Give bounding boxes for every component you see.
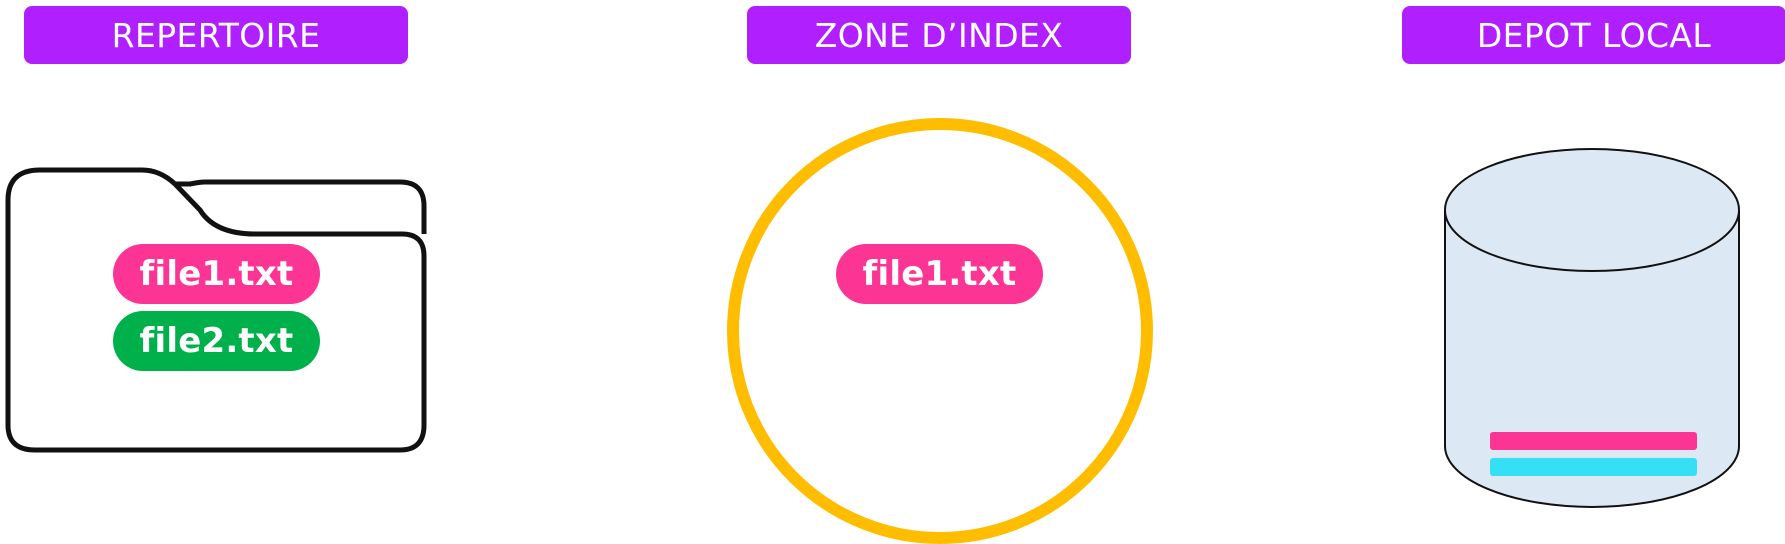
- depot-local-label-text: DEPOT LOCAL: [1476, 15, 1712, 55]
- file-name: file1.txt: [139, 254, 294, 294]
- commit-bar: [1490, 458, 1697, 476]
- folder-icon: [5, 167, 427, 453]
- repertoire-label-text: REPERTOIRE: [111, 15, 321, 55]
- index-zone-circle: [727, 118, 1153, 544]
- depot-local-label: DEPOT LOCAL: [1402, 6, 1785, 64]
- file-name: file1.txt: [862, 254, 1017, 294]
- file-name: file2.txt: [139, 321, 294, 361]
- repertoire-label: REPERTOIRE: [24, 6, 408, 64]
- index-file-pill: file1.txt: [836, 244, 1043, 304]
- zone-index-label-text: ZONE D’INDEX: [814, 15, 1064, 55]
- database-icon: [1444, 148, 1740, 508]
- repertoire-file-pill: file1.txt: [113, 244, 320, 304]
- repertoire-file-pill: file2.txt: [113, 311, 320, 371]
- commit-bar: [1490, 432, 1697, 450]
- zone-index-label: ZONE D’INDEX: [747, 6, 1131, 64]
- folder-tab-line: [175, 179, 427, 234]
